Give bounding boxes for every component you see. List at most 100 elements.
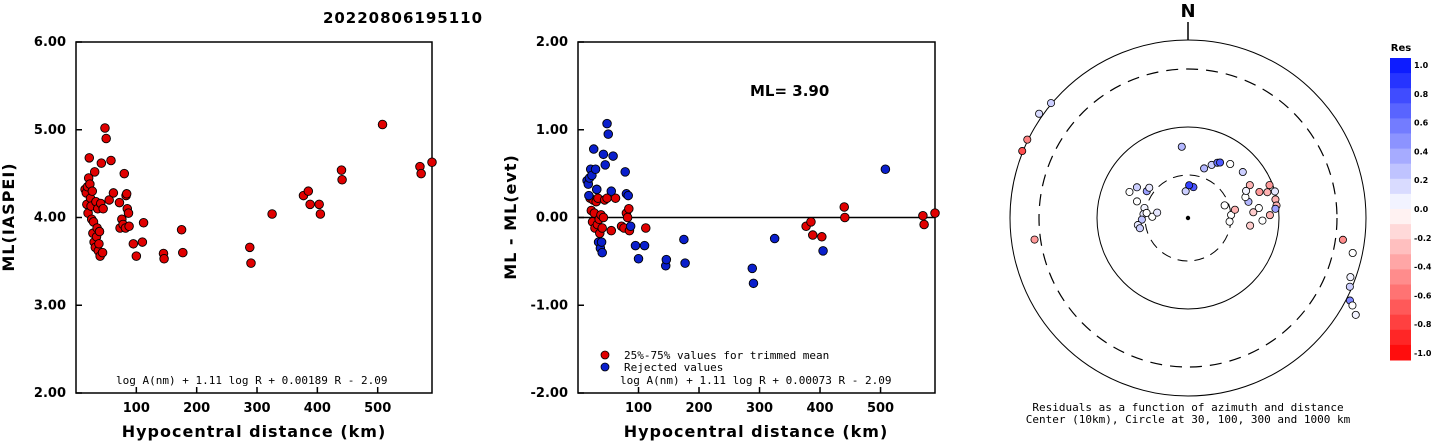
station-marker [1246,221,1255,230]
trimmed-point [839,202,849,212]
station-marker [1177,142,1186,151]
polar-caption-1: Residuals as a function of azimuth and d… [1032,401,1343,414]
y-tick-label: 3.00 [34,298,66,313]
epicenter-dot [1185,215,1191,221]
rejected-point [633,253,644,264]
colorbar-swatch [1390,163,1411,180]
event-title: 20220806195110 [323,9,483,27]
legend-marker-rejected [600,362,610,372]
colorbar-swatch [1390,193,1411,210]
colorbar-tick-label: 0.0 [1414,205,1429,214]
rejected-point [608,151,618,161]
colorbar-swatch [1390,329,1411,346]
rejected-point [679,234,689,245]
trimmed-point [624,203,634,214]
station-marker [1145,183,1154,192]
y-tick-label: 4.00 [34,211,66,226]
ml-point [101,133,111,144]
station-marker [1216,158,1225,167]
colorbar-tick-label: -0.2 [1414,234,1432,243]
data-points-1 [80,119,437,268]
station-marker [1242,186,1251,195]
colorbar-tick-label: -0.8 [1414,320,1432,329]
station-marker [1245,181,1254,190]
rejected-point [600,160,610,170]
ml-point [104,195,114,205]
ml-point [108,188,119,198]
azimuth-residual-plot: N Residuals as a function of azimuth and… [1009,1,1367,426]
colorbar-swatch [1390,284,1411,301]
station-marker [1153,208,1162,217]
rejected-point [606,186,617,196]
trimmed-point [806,217,816,227]
x-tick-label: 400 [806,401,833,416]
colorbar-tick-label: -1.0 [1414,349,1432,358]
station-marker [1220,201,1229,210]
rejected-point [623,190,633,201]
colorbar-swatch [1390,344,1411,361]
ml-point [114,197,125,208]
colorbar-swatch [1390,148,1411,165]
station-marker [1348,301,1357,310]
station-marker [1265,181,1274,190]
ml-point [106,155,116,166]
station-marker [1035,109,1044,118]
rejected-point [620,167,630,177]
station-marker [1230,205,1239,214]
colorbar-swatch [1390,224,1411,240]
trimmed-point [606,225,617,236]
residual-colorbar: Res 1.0 0.8 0.6 0.4 0.2 0.0 -0.2 -0.4 -0.6 -0.8 -1… [1390,43,1432,361]
station-marker [1254,204,1263,213]
x-tick-label: 200 [183,401,210,416]
circle-100km [1096,126,1280,310]
legend-label-rejected: Rejected values [624,361,723,374]
circle-1000km [1009,39,1367,397]
polar-caption-2: Center (10km), Circle at 30, 100, 300 an… [1026,413,1351,426]
rejected-point [584,190,594,201]
station-marker [1225,217,1234,226]
ml-point [246,258,256,268]
trimmed-point [930,208,940,218]
ml-point [96,158,107,168]
station-marker [1135,224,1144,233]
chart-ml-iaspei: 2.00 3.00 4.00 5.00 6.00 100 200 300 400 500 ML(I… [0,35,437,441]
ml-point [336,165,347,175]
station-marker [1263,188,1272,197]
colorbar-swatch [1390,73,1411,89]
ml-point [427,157,437,167]
ml-point [87,186,98,196]
ml-point [137,237,148,247]
colorbar-swatch [1390,269,1411,285]
station-marker [1226,159,1235,168]
y-tick-label: 0.00 [536,211,568,226]
station-marker [1249,208,1258,217]
colorbar-swatch [1390,299,1411,316]
colorbar-title: Res [1391,43,1411,54]
ml-point [267,209,277,219]
trimmed-point [817,232,827,242]
y-tick-label: -2.00 [531,386,568,401]
y-tick-label: 5.00 [34,123,66,138]
colorbar-tick-label: 1.0 [1414,61,1429,70]
ml-point [176,225,187,235]
rejected-point [639,240,650,251]
y-axis-label-1: ML(IASPEI) [0,162,18,271]
y-tick-label: -1.00 [531,298,568,313]
legend: 25%-75% values for trimmed mean Rejected… [600,349,829,374]
colorbar-swatch [1390,118,1411,134]
ml-point [377,119,388,130]
formula-2: log A(nm) + 1.11 log R + 0.00073 R - 2.0… [620,374,892,387]
ml-point [121,189,132,199]
ml-annotation: ML= 3.90 [750,82,829,100]
rejected-point [661,254,672,265]
colorbar-swatch [1390,209,1411,225]
axis-ticks-2: -2.00 -1.00 0.00 1.00 2.00 100 200 300 400 500 [531,35,895,416]
ml-point [119,168,130,179]
station-marker [1270,187,1279,196]
station-marker [1018,147,1027,156]
rejected-point [588,144,599,154]
x-tick-label: 400 [304,401,331,416]
ml-point [131,251,142,261]
trimmed-point [622,212,633,223]
